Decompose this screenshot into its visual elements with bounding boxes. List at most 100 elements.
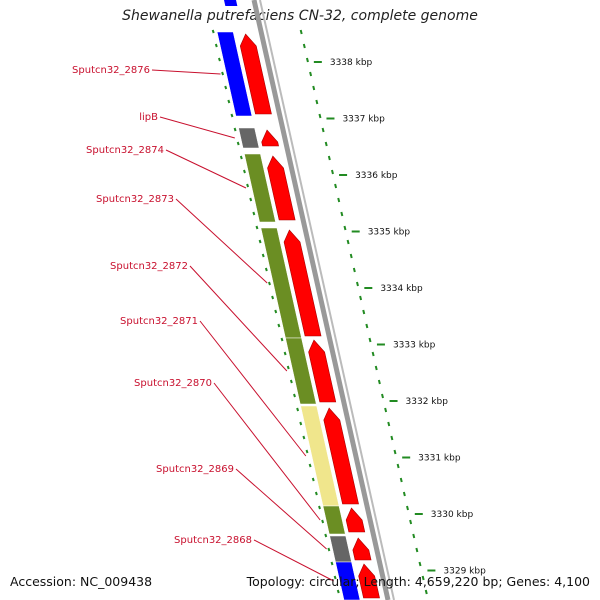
scale-dot [421, 575, 425, 581]
scale-dot [352, 267, 356, 273]
cds-arrow[interactable] [358, 563, 380, 599]
inner-dot [289, 379, 293, 384]
scale-dot [374, 365, 378, 371]
cds-arrow[interactable] [283, 229, 322, 337]
cog-gene-block[interactable] [329, 535, 352, 563]
cog-gene-block[interactable] [322, 505, 346, 535]
scale-dot [346, 239, 350, 245]
kbp-label: 3336 kbp [355, 171, 398, 181]
gene-label[interactable]: Sputcn32_2872 [110, 261, 188, 272]
gene-leader-line [189, 265, 288, 372]
cog-gene-block[interactable] [216, 31, 253, 117]
gene-label[interactable]: Sputcn32_2869 [156, 464, 234, 475]
scale-dot [321, 127, 325, 133]
gene-label[interactable]: lipB [139, 112, 158, 123]
inner-dot [324, 533, 328, 538]
scale-dot [409, 519, 413, 525]
inner-dot [221, 71, 225, 76]
cds-arrow[interactable] [352, 537, 372, 561]
inner-dot [286, 365, 290, 370]
gene-label[interactable]: Sputcn32_2871 [120, 316, 198, 327]
cds-arrow[interactable] [345, 507, 366, 533]
inner-dot [318, 505, 321, 510]
cog-gene-block[interactable] [244, 153, 276, 223]
gene-label[interactable]: Sputcn32_2876 [72, 65, 150, 76]
inner-dot [293, 393, 296, 398]
kbp-label: 3331 kbp [418, 454, 461, 464]
scale-dot [309, 71, 313, 77]
kbp-label: 3338 kbp [330, 58, 373, 68]
partial-gene-top [224, 0, 238, 6]
inner-dot [268, 281, 271, 286]
inner-dot [236, 141, 240, 146]
gene-leader-line [165, 149, 247, 189]
accession-text: Accession: NC_009438 [10, 574, 153, 589]
gene-leader-line [159, 116, 235, 139]
backbone-shadow [259, 0, 395, 600]
gene-leader-line [235, 468, 327, 550]
scale-dot [406, 505, 409, 511]
gene-label[interactable]: Sputcn32_2868 [174, 535, 252, 546]
gene-label[interactable]: Sputcn32_2874 [86, 145, 164, 156]
scale-dot [415, 547, 419, 553]
cog-track [216, 31, 361, 600]
inner-dot [283, 351, 287, 356]
backbone-ring [224, 0, 395, 600]
inner-dot [246, 183, 250, 188]
scale-dot [384, 407, 388, 413]
scale-dot [334, 183, 338, 189]
gene-labels: Sputcn32_2876 lipB Sputcn32_2874 Sputcn32_2… [72, 65, 334, 582]
inner-dot [233, 127, 237, 132]
scale-dot [365, 323, 369, 329]
cog-gene-block[interactable] [238, 127, 260, 149]
cds-arrow[interactable] [239, 33, 272, 115]
inner-dot [330, 561, 334, 566]
cds-arrow[interactable] [261, 129, 279, 147]
scale-dot [402, 491, 406, 497]
scale-dot [381, 393, 384, 399]
scale-dot [418, 561, 422, 567]
inner-dot [333, 575, 337, 580]
scale-dot [390, 435, 394, 441]
scale-dot [302, 43, 306, 49]
scale-dot [340, 211, 344, 217]
scale-dot [356, 281, 359, 287]
cds-arrow[interactable] [323, 407, 359, 505]
inner-dot [258, 239, 262, 244]
kbp-label: 3333 kbp [393, 341, 436, 351]
scale-dot [387, 421, 391, 427]
scale-dot [343, 225, 347, 231]
kbp-label: 3335 kbp [368, 228, 411, 238]
scale-dot [327, 155, 331, 161]
gene-leader-line [175, 198, 268, 284]
scale-dot [377, 379, 381, 385]
cog-gene-block[interactable] [285, 337, 317, 405]
scale-ticks: 3338 kbp 3337 kbp 3336 kbp 3335 kbp 3334 kbp… [211, 29, 486, 595]
inner-dot [227, 99, 231, 104]
gene-label[interactable]: Sputcn32_2873 [96, 194, 174, 205]
scale-dot [393, 449, 397, 455]
inner-dot [274, 309, 278, 314]
gene-leader-line [199, 320, 307, 457]
cog-gene-block[interactable] [335, 561, 361, 600]
gene-label[interactable]: Sputcn32_2870 [134, 378, 212, 389]
inner-dot [305, 449, 309, 454]
inner-dot [308, 463, 312, 468]
inner-dot [249, 197, 253, 202]
inner-dot [277, 323, 281, 328]
scale-dot [318, 113, 322, 119]
inner-dot [296, 407, 300, 412]
inner-dot [243, 169, 246, 174]
scale-dot [412, 533, 416, 539]
kbp-label: 3330 kbp [431, 510, 474, 520]
scale-dot [299, 29, 303, 35]
kbp-label: 3332 kbp [406, 397, 449, 407]
cds-arrow[interactable] [308, 339, 337, 403]
cds-arrow[interactable] [267, 155, 296, 221]
inner-dot [311, 477, 315, 482]
cds-track [239, 33, 380, 599]
scale-dot [368, 337, 372, 343]
inner-dot [336, 589, 340, 594]
inner-dot [299, 421, 303, 426]
